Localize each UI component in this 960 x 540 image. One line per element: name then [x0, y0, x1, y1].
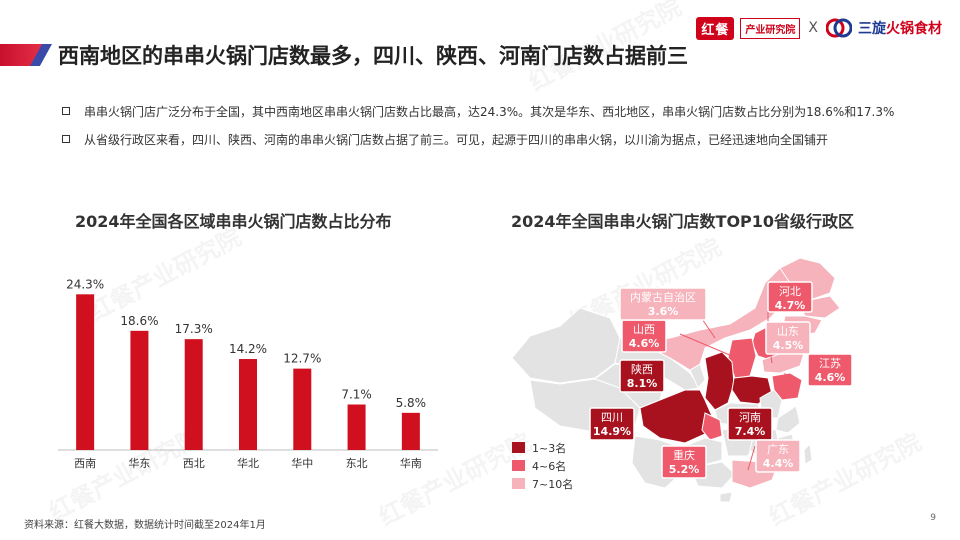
- province-name: 山东: [777, 325, 799, 338]
- province-label-box: [807, 353, 853, 387]
- legend-label: 7~10名: [532, 477, 573, 491]
- partner-brand: 三旋火锅食材: [858, 18, 942, 38]
- province-name: 重庆: [673, 448, 695, 462]
- map-chart-title: 2024年全国串串火锅门店数TOP10省级行政区: [511, 212, 855, 231]
- bullet-item: 串串火锅门店广泛分布于全国，其中西南地区串串火锅门店数占比最高，达24.3%。其…: [62, 103, 912, 121]
- partner-mark-icon: [826, 18, 852, 38]
- province-value: 4.6%: [815, 371, 846, 384]
- legend-swatch: [512, 460, 525, 471]
- square-bullet-icon: [62, 135, 70, 143]
- category-tick-label: 华东: [128, 456, 150, 470]
- province-label-box: [589, 407, 635, 441]
- province-label-box: [767, 281, 813, 313]
- legend-swatch: [512, 442, 525, 453]
- leader-line: [679, 333, 733, 357]
- bar-value-label: 18.6%: [120, 314, 158, 328]
- province-label-box: [661, 445, 707, 479]
- partner-brand-suffix: 火锅食材: [886, 21, 942, 37]
- bar-value-label: 17.3%: [175, 322, 213, 336]
- bar-value-label: 5.8%: [396, 396, 427, 410]
- bar: [293, 368, 312, 450]
- province-name: 江苏: [819, 357, 841, 370]
- province-name: 河北: [779, 285, 801, 298]
- province-value: 3.6%: [648, 305, 679, 318]
- province-value: 4.4%: [763, 457, 794, 470]
- province-label-box: [619, 287, 707, 321]
- province-value: 14.9%: [593, 425, 631, 438]
- leader-line: [747, 445, 756, 471]
- bar-value-label: 14.2%: [229, 342, 267, 356]
- province-value: 7.4%: [735, 425, 766, 438]
- region-bar-chart: 24.3% 西南 18.6% 华东 17.3% 西北 14.2% 华北 12.7% 华中 7.1% 东…: [58, 277, 438, 470]
- legend-swatch: [512, 478, 525, 489]
- province-name: 山西: [633, 323, 655, 336]
- province-value: 8.1%: [627, 377, 658, 390]
- bullet-list: 串串火锅门店广泛分布于全国，其中西南地区串串火锅门店数占比最高，达24.3%。其…: [62, 103, 912, 159]
- bullet-text: 从省级行政区来看，四川、陕西、河南的串串火锅门店数占据了前三。可见，起源于四川的…: [84, 133, 829, 147]
- bar: [184, 339, 203, 450]
- map-legend: 1~3名 4~6名 7~10名: [512, 441, 573, 491]
- page-title: 西南地区的串串火锅门店数最多，四川、陕西、河南门店数占据前三: [58, 44, 688, 68]
- bar: [401, 412, 420, 450]
- province-name: 河南: [739, 411, 761, 424]
- category-tick-label: 西南: [74, 457, 96, 470]
- bar: [347, 404, 366, 450]
- map-shaanxi: [704, 351, 735, 411]
- category-tick-label: 华北: [237, 456, 259, 470]
- province-label-box: [619, 359, 665, 393]
- map-taiwan: [803, 442, 813, 465]
- map-zhejiang: [775, 405, 801, 434]
- bullet-item: 从省级行政区来看，四川、陕西、河南的串串火锅门店数占据了前三。可见，起源于四川的…: [62, 131, 912, 149]
- category-tick-label: 华南: [400, 456, 422, 470]
- bar: [76, 294, 95, 450]
- bar-value-label: 12.7%: [283, 352, 321, 366]
- legend-label: 4~6名: [532, 459, 566, 473]
- province-value: 4.5%: [773, 339, 804, 352]
- map-hainan: [719, 491, 733, 503]
- hongcan-logo-sub: 产业研究院: [740, 17, 801, 39]
- category-tick-label: 华中: [291, 456, 313, 470]
- collab-x: X: [808, 20, 818, 36]
- category-tick-label: 西北: [183, 457, 205, 470]
- province-value: 5.2%: [669, 463, 700, 476]
- bar-value-label: 24.3%: [66, 277, 104, 291]
- page-number: 9: [930, 513, 936, 523]
- partner-brand-prefix: 三旋: [858, 21, 886, 37]
- province-map: 四川14.9%陕西8.1%河南7.4%重庆5.2%河北4.7%山西4.6%江苏4…: [511, 257, 853, 503]
- bar: [239, 359, 257, 450]
- bullet-text: 串串火锅门店广泛分布于全国，其中西南地区串串火锅门店数占比最高，达24.3%。其…: [84, 105, 895, 119]
- province-label-box: [755, 439, 801, 473]
- province-value: 4.6%: [629, 337, 660, 350]
- data-source: 资料来源：红餐大数据，数据统计时间截至2024年1月: [24, 520, 266, 531]
- map-labels: 四川14.9%陕西8.1%河南7.4%重庆5.2%河北4.7%山西4.6%江苏4…: [589, 281, 853, 479]
- bar-value-label: 7.1%: [341, 388, 372, 402]
- province-label-box: [765, 321, 811, 355]
- province-name: 广东: [767, 443, 789, 456]
- bar: [130, 330, 149, 450]
- map-xinjiang: [511, 307, 621, 384]
- category-tick-label: 东北: [346, 457, 368, 470]
- legend-label: 1~3名: [532, 441, 566, 455]
- hongcan-logo: 红餐: [696, 16, 735, 40]
- province-label-box: [727, 407, 773, 441]
- province-value: 4.7%: [775, 299, 806, 312]
- square-bullet-icon: [62, 107, 70, 115]
- province-name: 陕西: [631, 362, 653, 376]
- map-chongqing: [701, 412, 723, 441]
- bar-chart-title: 2024年全国各区域串串火锅门店数占比分布: [75, 212, 392, 231]
- logo-group: 红餐 产业研究院 X 三旋火锅食材: [696, 14, 942, 42]
- province-name: 四川: [601, 411, 623, 424]
- province-name: 内蒙古自治区: [630, 290, 696, 304]
